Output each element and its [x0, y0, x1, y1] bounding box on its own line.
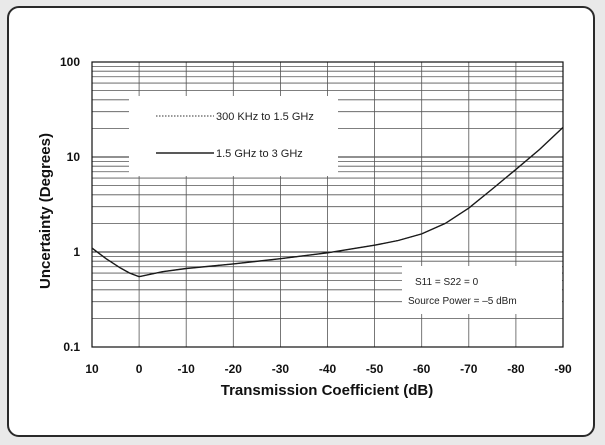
x-axis-label: Transmission Coefficient (dB): [221, 382, 434, 399]
y-tick-label: 0.1: [63, 340, 80, 354]
x-tick-labels: 10 0 -10 -20 -30 -40 -50 -60 -70 -80 -90: [85, 362, 572, 376]
annotation-box: [402, 266, 562, 314]
x-tick-label: 10: [85, 362, 99, 376]
annotation-line-2: Source Power = –5 dBm: [408, 296, 517, 307]
x-tick-label: -90: [554, 362, 572, 376]
x-tick-label: -10: [178, 362, 196, 376]
legend-label-series-2: 1.5 GHz to 3 GHz: [216, 148, 303, 160]
x-tick-label: -40: [319, 362, 337, 376]
x-tick-label: -20: [225, 362, 243, 376]
x-tick-label: -70: [460, 362, 478, 376]
y-tick-label: 10: [67, 150, 81, 164]
series-lines: [91, 126, 564, 278]
x-tick-label: -50: [366, 362, 384, 376]
legend-label-series-1: 300 KHz to 1.5 GHz: [216, 111, 314, 123]
x-tick-label: -60: [413, 362, 431, 376]
x-tick-label: -30: [272, 362, 290, 376]
annotation-line-1: S11 = S22 = 0: [415, 277, 479, 288]
plot-border: [91, 61, 564, 348]
legend-box: [129, 96, 338, 176]
y-tick-labels: 0.1 1 10 100: [60, 55, 80, 354]
annotation: S11 = S22 = 0 Source Power = –5 dBm: [402, 266, 562, 314]
x-tick-label: -80: [507, 362, 525, 376]
y-tick-label: 1: [73, 245, 80, 259]
chart-frame: [7, 6, 595, 437]
y-tick-label: 100: [60, 55, 80, 69]
legend: 300 KHz to 1.5 GHz 1.5 GHz to 3 GHz: [129, 96, 338, 176]
series-line-2: [91, 126, 564, 278]
y-axis-label: Uncertainty (Degrees): [37, 133, 54, 289]
x-tick-label: 0: [136, 362, 143, 376]
